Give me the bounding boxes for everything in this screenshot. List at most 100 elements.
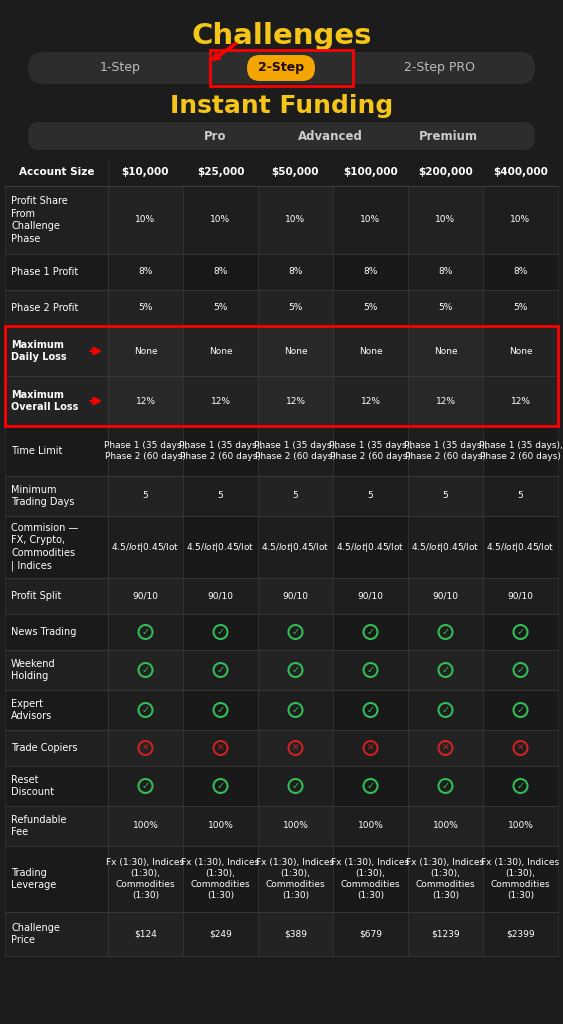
- Bar: [258, 614, 333, 650]
- Text: $124: $124: [134, 930, 157, 939]
- Text: None: None: [209, 346, 233, 355]
- Bar: [5, 912, 108, 956]
- Bar: [5, 690, 108, 730]
- Text: ✓: ✓: [216, 781, 225, 792]
- Bar: [408, 912, 483, 956]
- Text: 12%: 12%: [285, 396, 306, 406]
- Text: Phase 1 (35 days),
Phase 2 (60 days): Phase 1 (35 days), Phase 2 (60 days): [479, 441, 562, 461]
- Text: Commision —
FX, Crypto,
Commodities
| Indices: Commision — FX, Crypto, Commodities | In…: [11, 522, 78, 571]
- Text: ✓: ✓: [367, 666, 374, 676]
- Bar: [333, 690, 408, 730]
- Text: 100%: 100%: [283, 821, 309, 830]
- Bar: [408, 476, 483, 516]
- Bar: [333, 846, 408, 912]
- Text: $4.5/lot | $0.45/lot: $4.5/lot | $0.45/lot: [186, 541, 254, 554]
- Bar: [183, 426, 258, 476]
- Bar: [483, 290, 558, 326]
- Bar: [483, 806, 558, 846]
- Text: None: None: [284, 346, 307, 355]
- Text: ✓: ✓: [516, 706, 525, 716]
- Text: 100%: 100%: [358, 821, 383, 830]
- Text: $1239: $1239: [431, 930, 460, 939]
- Bar: [333, 476, 408, 516]
- FancyBboxPatch shape: [28, 122, 535, 150]
- Text: Phase 2 Profit: Phase 2 Profit: [11, 303, 78, 313]
- Bar: [108, 766, 183, 806]
- Text: $249: $249: [209, 930, 232, 939]
- Bar: [183, 690, 258, 730]
- Bar: [5, 766, 108, 806]
- Text: 100%: 100%: [132, 821, 158, 830]
- Bar: [333, 426, 408, 476]
- Bar: [408, 290, 483, 326]
- Bar: [5, 806, 108, 846]
- Bar: [5, 326, 558, 426]
- Bar: [108, 614, 183, 650]
- Text: 8%: 8%: [288, 267, 303, 276]
- Text: Pro: Pro: [204, 129, 226, 142]
- Text: Refundable
Fee: Refundable Fee: [11, 815, 66, 838]
- Text: 5: 5: [368, 492, 373, 501]
- Bar: [408, 806, 483, 846]
- Text: 10%: 10%: [360, 215, 381, 224]
- Text: 100%: 100%: [432, 821, 458, 830]
- Text: ✓: ✓: [367, 706, 374, 716]
- Text: Fx (1:30), Indices
(1:30),
Commodities
(1:30): Fx (1:30), Indices (1:30), Commodities (…: [481, 858, 560, 900]
- Text: Fx (1:30), Indices
(1:30),
Commodities
(1:30): Fx (1:30), Indices (1:30), Commodities (…: [332, 858, 409, 900]
- Text: 10%: 10%: [285, 215, 306, 224]
- Text: 8%: 8%: [138, 267, 153, 276]
- Bar: [210, 50, 353, 86]
- Text: ✓: ✓: [516, 666, 525, 676]
- Bar: [108, 912, 183, 956]
- Text: ✓: ✓: [367, 781, 374, 792]
- Text: None: None: [509, 346, 532, 355]
- Text: 5%: 5%: [138, 303, 153, 312]
- Bar: [408, 376, 483, 426]
- Text: None: None: [434, 346, 457, 355]
- Text: Time Limit: Time Limit: [11, 446, 62, 456]
- Bar: [483, 476, 558, 516]
- Text: 90/10: 90/10: [132, 592, 159, 600]
- Bar: [408, 730, 483, 766]
- Text: Phase 1 (35 days),
Phase 2 (60 days): Phase 1 (35 days), Phase 2 (60 days): [178, 441, 262, 461]
- Bar: [483, 766, 558, 806]
- Bar: [258, 730, 333, 766]
- Text: Fx (1:30), Indices
(1:30),
Commodities
(1:30): Fx (1:30), Indices (1:30), Commodities (…: [181, 858, 260, 900]
- Text: Phase 1 (35 days),
Phase 2 (60 days): Phase 1 (35 days), Phase 2 (60 days): [404, 441, 488, 461]
- Bar: [108, 650, 183, 690]
- Text: 5: 5: [443, 492, 448, 501]
- Text: Trade Copiers: Trade Copiers: [11, 743, 78, 753]
- Text: $389: $389: [284, 930, 307, 939]
- Text: 90/10: 90/10: [208, 592, 234, 600]
- Bar: [108, 326, 183, 376]
- Bar: [183, 254, 258, 290]
- Text: Challenge
Price: Challenge Price: [11, 923, 60, 945]
- Text: Phase 1 Profit: Phase 1 Profit: [11, 267, 78, 278]
- Text: 100%: 100%: [508, 821, 533, 830]
- Text: ✓: ✓: [216, 628, 225, 638]
- Bar: [258, 290, 333, 326]
- Text: $4.5/lot | $0.45/lot: $4.5/lot | $0.45/lot: [486, 541, 555, 554]
- Bar: [483, 578, 558, 614]
- Bar: [408, 254, 483, 290]
- Bar: [108, 426, 183, 476]
- Text: Account Size: Account Size: [19, 167, 94, 177]
- Bar: [258, 690, 333, 730]
- Text: ✓: ✓: [141, 781, 150, 792]
- Text: ✓: ✓: [292, 781, 300, 792]
- Bar: [408, 326, 483, 376]
- Bar: [483, 614, 558, 650]
- Bar: [333, 326, 408, 376]
- Text: ✓: ✓: [441, 666, 450, 676]
- Text: Maximum
Overall Loss: Maximum Overall Loss: [11, 389, 78, 413]
- Bar: [183, 806, 258, 846]
- Bar: [258, 516, 333, 578]
- Text: ✓: ✓: [216, 666, 225, 676]
- Bar: [333, 806, 408, 846]
- Bar: [333, 650, 408, 690]
- Bar: [408, 650, 483, 690]
- Bar: [408, 690, 483, 730]
- Text: ✕: ✕: [292, 744, 300, 753]
- Bar: [5, 186, 108, 254]
- Bar: [483, 516, 558, 578]
